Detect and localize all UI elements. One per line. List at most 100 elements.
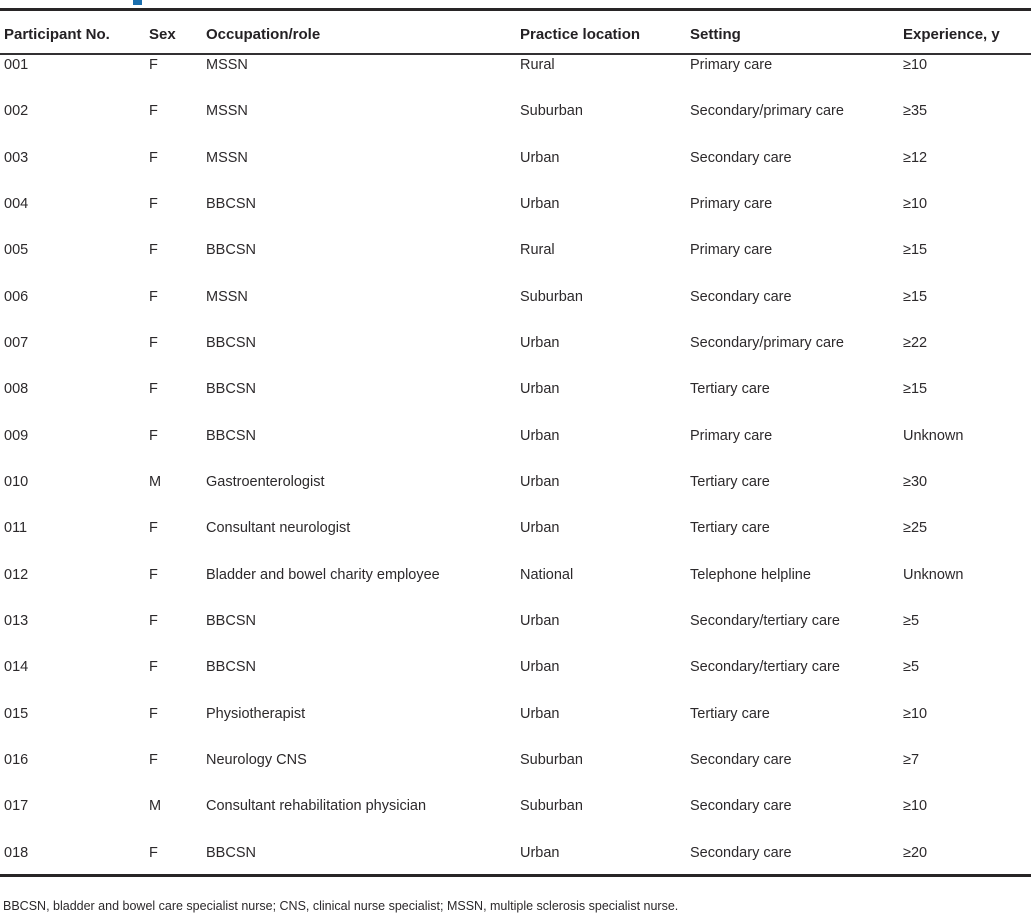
table-row: 018 F BBCSN Urban Secondary care ≥20 — [0, 845, 1033, 891]
cell-occupation-role: BBCSN — [206, 427, 256, 444]
cell-sex: F — [149, 427, 158, 444]
cell-occupation-role: MSSN — [206, 288, 248, 305]
table-row: 014 F BBCSN Urban Secondary/tertiary care ≥5 — [0, 659, 1033, 705]
cell-occupation-role: BBCSN — [206, 195, 256, 212]
cell-experience: ≥20 — [903, 844, 928, 861]
cell-sex: F — [149, 103, 158, 120]
table-row: 007 F BBCSN Urban Secondary/primary care ≥22 — [0, 335, 1033, 381]
table-footnote: BBCSN, bladder and bowel care specialist… — [3, 899, 679, 913]
cell-experience: ≥30 — [903, 473, 928, 490]
cell-participant-no: 001 — [4, 57, 29, 73]
cell-setting: Secondary/primary care — [690, 103, 844, 120]
table-row: 005 F BBCSN Rural Primary care ≥15 — [0, 242, 1033, 288]
cell-practice-location: Rural — [520, 242, 555, 259]
table-header-row: Participant No. Sex Occupation/role Practic… — [0, 26, 1033, 46]
cell-experience: ≥22 — [903, 334, 928, 351]
cell-experience: ≥10 — [903, 705, 928, 722]
cell-participant-no: 007 — [4, 334, 29, 351]
cell-practice-location: Urban — [520, 381, 560, 398]
cell-experience: ≥15 — [903, 381, 928, 398]
cell-participant-no: 002 — [4, 103, 29, 120]
cell-occupation-role: BBCSN — [206, 334, 256, 351]
cell-setting: Secondary/tertiary care — [690, 659, 840, 676]
cell-setting: Secondary care — [690, 149, 792, 166]
cell-experience: ≥10 — [903, 195, 928, 212]
cell-practice-location: National — [520, 566, 574, 583]
column-header-practice-location: Practice location — [520, 26, 641, 43]
cell-practice-location: Urban — [520, 705, 560, 722]
cell-participant-no: 017 — [4, 798, 29, 815]
cell-occupation-role: MSSN — [206, 57, 248, 73]
cell-setting: Primary care — [690, 242, 773, 259]
cell-experience: Unknown — [903, 427, 964, 444]
cell-practice-location: Urban — [520, 427, 560, 444]
cell-setting: Secondary care — [690, 288, 792, 305]
cell-occupation-role: Gastroenterologist — [206, 473, 325, 490]
table-row: 011 F Consultant neurologist Urban Tertiary … — [0, 520, 1033, 566]
cell-experience: ≥12 — [903, 149, 928, 166]
cell-practice-location: Urban — [520, 520, 560, 537]
table-row: 001 F MSSN Rural Primary care ≥10 — [0, 57, 1033, 103]
cell-occupation-role: Consultant rehabilitation physician — [206, 798, 427, 815]
column-header-occupation-role: Occupation/role — [206, 26, 321, 43]
column-header-sex: Sex — [149, 26, 176, 43]
cell-sex: F — [149, 705, 158, 722]
cell-practice-location: Urban — [520, 334, 560, 351]
cell-sex: F — [149, 288, 158, 305]
cell-occupation-role: MSSN — [206, 149, 248, 166]
table-row: 013 F BBCSN Urban Secondary/tertiary care ≥5 — [0, 613, 1033, 659]
cell-participant-no: 005 — [4, 242, 29, 259]
cell-sex: F — [149, 334, 158, 351]
column-header-experience: Experience, y — [903, 26, 1000, 43]
cell-occupation-role: BBCSN — [206, 242, 256, 259]
cell-practice-location: Urban — [520, 659, 560, 676]
column-header-setting: Setting — [690, 26, 741, 43]
cell-sex: F — [149, 751, 158, 768]
cell-participant-no: 003 — [4, 149, 29, 166]
cell-sex: F — [149, 566, 158, 583]
table-row: 003 F MSSN Urban Secondary care ≥12 — [0, 150, 1033, 196]
cell-setting: Secondary care — [690, 844, 792, 861]
cell-setting: Primary care — [690, 427, 773, 444]
cell-setting: Tertiary care — [690, 520, 770, 537]
cell-practice-location: Suburban — [520, 103, 583, 120]
cell-setting: Secondary care — [690, 798, 792, 815]
cell-practice-location: Suburban — [520, 798, 583, 815]
cell-setting: Telephone helpline — [690, 566, 811, 583]
table-top-rule — [0, 8, 1031, 11]
cell-sex: M — [149, 798, 162, 815]
cell-occupation-role: BBCSN — [206, 659, 256, 676]
table-row: 008 F BBCSN Urban Tertiary care ≥15 — [0, 381, 1033, 427]
cell-setting: Tertiary care — [690, 705, 770, 722]
cell-practice-location: Urban — [520, 473, 560, 490]
cell-setting: Secondary care — [690, 751, 792, 768]
cell-setting: Tertiary care — [690, 381, 770, 398]
cell-occupation-role: Neurology CNS — [206, 751, 307, 768]
cell-experience: ≥35 — [903, 103, 928, 120]
cell-sex: F — [149, 57, 158, 73]
table-row: 017 M Consultant rehabilitation physician S… — [0, 798, 1033, 844]
cell-experience: Unknown — [903, 566, 964, 583]
cell-experience: ≥25 — [903, 520, 928, 537]
cell-experience: ≥7 — [903, 751, 920, 768]
cell-participant-no: 008 — [4, 381, 29, 398]
cell-sex: F — [149, 149, 158, 166]
cell-practice-location: Urban — [520, 844, 560, 861]
cell-occupation-role: MSSN — [206, 103, 248, 120]
cell-experience: ≥15 — [903, 242, 928, 259]
table-row: 002 F MSSN Suburban Secondary/primary care ≥3… — [0, 103, 1033, 149]
cell-participant-no: 009 — [4, 427, 29, 444]
cell-occupation-role: Consultant neurologist — [206, 520, 351, 537]
table-bottom-rule — [0, 874, 1031, 877]
cell-experience: ≥15 — [903, 288, 928, 305]
cell-setting: Tertiary care — [690, 473, 770, 490]
cell-sex: M — [149, 473, 162, 490]
cell-sex: F — [149, 195, 158, 212]
cell-sex: F — [149, 844, 158, 861]
table-row: 012 F Bladder and bowel charity employee Na… — [0, 567, 1033, 613]
table-row: 004 F BBCSN Urban Primary care ≥10 — [0, 196, 1033, 242]
cell-practice-location: Urban — [520, 149, 560, 166]
cell-occupation-role: BBCSN — [206, 381, 256, 398]
cell-practice-location: Suburban — [520, 751, 583, 768]
